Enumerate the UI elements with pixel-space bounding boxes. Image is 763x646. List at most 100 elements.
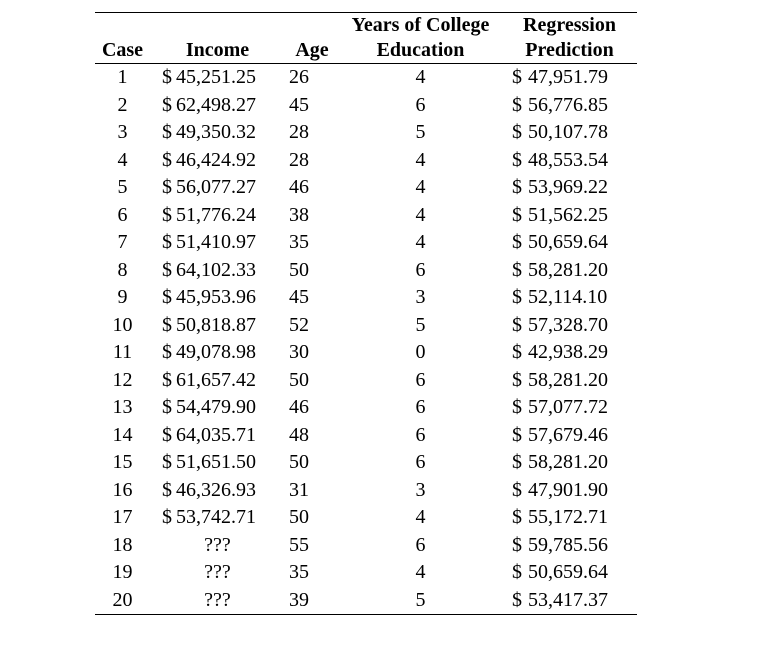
cell-case: 17: [112, 506, 133, 528]
income-currency-symbol: $: [162, 231, 172, 253]
regression-table-container: Years of College Regression Case Income …: [95, 12, 637, 615]
cell-income: $49,078.98: [150, 339, 285, 367]
cell-case: 15: [112, 451, 133, 473]
cell-income: $64,035.71: [150, 422, 285, 450]
income-currency-symbol: $: [162, 258, 172, 281]
cell-prediction: $51,562.25: [502, 202, 637, 230]
cell-prediction: $53,969.22: [502, 174, 637, 202]
table-row: 8 $64,102.33 50 6 $58,281.20: [95, 257, 637, 285]
prediction-value: 55,172.71: [528, 506, 608, 528]
cell-income: $51,410.97: [150, 229, 285, 257]
prediction-value: 58,281.20: [528, 451, 608, 473]
cell-age: 46: [289, 176, 309, 198]
cell-case: 10: [112, 313, 133, 336]
prediction-currency-symbol: $: [512, 478, 522, 501]
prediction-value: 58,281.20: [528, 258, 608, 281]
cell-age: 30: [289, 341, 309, 363]
table-row: 15 $51,651.50 50 6 $58,281.20: [95, 449, 637, 477]
cell-education: 6: [415, 533, 426, 556]
income-value: 56,077.27: [176, 176, 256, 198]
cell-case: 4: [117, 148, 128, 171]
cell-age: 50: [289, 258, 309, 281]
prediction-value: 51,562.25: [528, 203, 608, 226]
table-row: 3 $49,350.32 28 5 $50,107.78: [95, 119, 637, 147]
income-value: 64,102.33: [176, 258, 256, 281]
prediction-currency-symbol: $: [512, 588, 522, 611]
cell-income: $46,424.92: [150, 147, 285, 175]
cell-prediction: $58,281.20: [502, 367, 637, 395]
cell-education: 4: [415, 66, 426, 88]
header-prediction-line2: Prediction: [502, 38, 637, 64]
income-currency-symbol: $: [162, 176, 172, 198]
cell-case: 18: [112, 533, 133, 556]
income-value: 62,498.27: [176, 93, 256, 116]
prediction-value: 58,281.20: [528, 368, 608, 391]
regression-table: Years of College Regression Case Income …: [95, 12, 637, 615]
cell-education: 4: [415, 506, 426, 528]
prediction-value: 53,969.22: [528, 176, 608, 198]
cell-education: 6: [415, 396, 426, 418]
cell-age: 50: [289, 368, 309, 391]
table-row: 4 $46,424.92 28 4 $48,553.54: [95, 147, 637, 175]
header-prediction-line1: Regression: [502, 12, 637, 38]
table-row: 10 $50,818.87 52 5 $57,328.70: [95, 312, 637, 340]
prediction-currency-symbol: $: [512, 176, 522, 198]
prediction-currency-symbol: $: [512, 66, 522, 88]
prediction-currency-symbol: $: [512, 286, 522, 308]
table-row: 7 $51,410.97 35 4 $50,659.64: [95, 229, 637, 257]
cell-prediction: $48,553.54: [502, 147, 637, 175]
income-value: 51,776.24: [176, 203, 256, 226]
cell-case: 16: [112, 478, 133, 501]
header-case: Case: [95, 38, 150, 64]
cell-age: 55: [289, 533, 309, 556]
income-value: 64,035.71: [176, 423, 256, 446]
income-value: 49,350.32: [176, 121, 256, 143]
table-row: 14 $64,035.71 48 6 $57,679.46: [95, 422, 637, 450]
cell-age: 48: [289, 423, 309, 446]
prediction-value: 57,679.46: [528, 423, 608, 446]
cell-income: $45,251.25: [150, 64, 285, 92]
cell-prediction: $50,107.78: [502, 119, 637, 147]
cell-income: $54,479.90: [150, 394, 285, 422]
prediction-currency-symbol: $: [512, 121, 522, 143]
income-currency-symbol: $: [162, 451, 172, 473]
cell-case: 14: [112, 423, 133, 446]
cell-age: 28: [289, 121, 309, 143]
income-value: 61,657.42: [176, 368, 256, 391]
income-currency-symbol: $: [162, 121, 172, 143]
header-income: Income: [150, 38, 285, 64]
cell-case: 5: [117, 176, 128, 198]
cell-income: $64,102.33: [150, 257, 285, 285]
cell-age: 45: [289, 93, 309, 116]
income-currency-symbol: $: [162, 478, 172, 501]
cell-education: 4: [415, 176, 426, 198]
income-currency-symbol: $: [162, 313, 172, 336]
cell-prediction: $57,328.70: [502, 312, 637, 340]
prediction-currency-symbol: $: [512, 313, 522, 336]
cell-income: $53,742.71: [150, 504, 285, 532]
table-body: 1 $45,251.25 26 4 $47,951.79 2 $62,498.27 45 6 $5…: [95, 64, 637, 615]
prediction-value: 57,077.72: [528, 396, 608, 418]
income-currency-symbol: $: [162, 423, 172, 446]
cell-age: 31: [289, 478, 309, 501]
cell-education: 6: [415, 93, 426, 116]
prediction-value: 52,114.10: [528, 286, 608, 308]
prediction-currency-symbol: $: [512, 93, 522, 116]
prediction-value: 56,776.85: [528, 93, 608, 116]
cell-age: 38: [289, 203, 309, 226]
income-currency-symbol: $: [162, 396, 172, 418]
table-row: 20??? 39 5 $53,417.37: [95, 586, 637, 615]
table-row: 2 $62,498.27 45 6 $56,776.85: [95, 92, 637, 120]
table-row: 19??? 35 4 $50,659.64: [95, 559, 637, 587]
table-header: Years of College Regression Case Income …: [95, 12, 637, 64]
income-currency-symbol: $: [162, 286, 172, 308]
cell-income: $51,651.50: [150, 449, 285, 477]
cell-age: 28: [289, 148, 309, 171]
cell-age: 52: [289, 313, 309, 336]
prediction-currency-symbol: $: [512, 561, 522, 583]
cell-education: 6: [415, 258, 426, 281]
cell-education: 3: [415, 286, 426, 308]
cell-age: 26: [289, 66, 309, 88]
cell-age: 35: [289, 231, 309, 253]
prediction-value: 50,107.78: [528, 121, 608, 143]
